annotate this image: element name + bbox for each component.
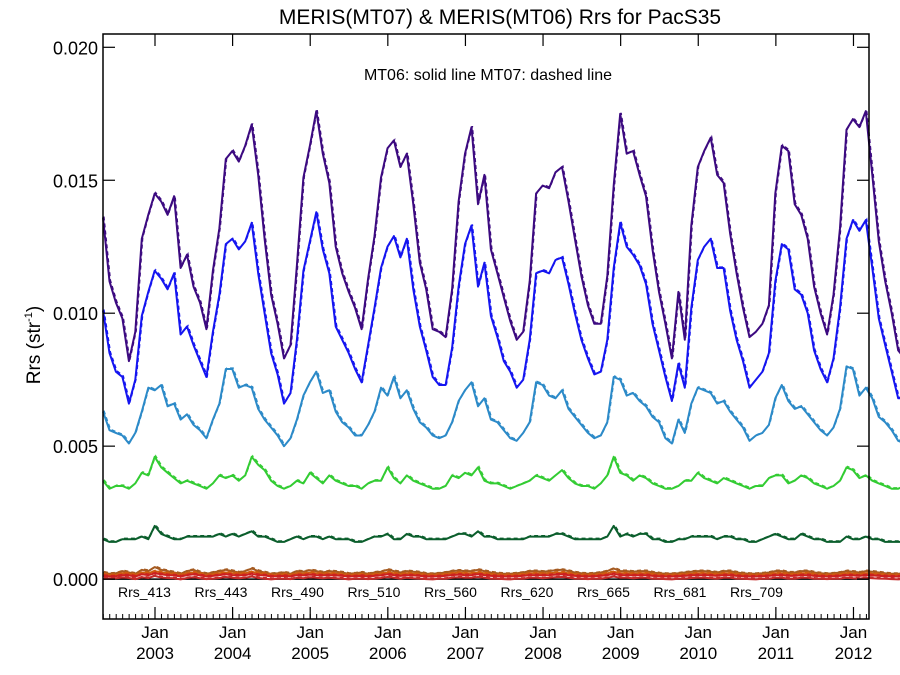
x-tick-month-label: Jan — [529, 623, 556, 642]
series-line-rrs-510 — [102, 455, 900, 490]
y-axis-label-sup: -1 — [23, 312, 35, 322]
x-tick-year-label: 2006 — [369, 644, 407, 663]
y-axis-label: Rrs (str-1) — [23, 306, 45, 384]
plot-frame — [102, 33, 870, 620]
x-tick-month-label: Jan — [607, 623, 634, 642]
y-tick-label: 0.000 — [53, 570, 98, 590]
series-dashed-line-rrs-665 — [103, 569, 900, 575]
x-tick-month-label: Jan — [452, 623, 479, 642]
y-tick-label: 0.015 — [53, 171, 98, 191]
x-tick-year-label: 2003 — [136, 644, 174, 663]
series-label-rrs-510: Rrs_510 — [348, 584, 401, 600]
x-tick-month-label: Jan — [297, 623, 324, 642]
series-line-rrs-665 — [102, 570, 900, 577]
series-line-rrs-709 — [102, 574, 900, 581]
series-label-rrs-709: Rrs_709 — [730, 584, 783, 600]
series-label-rrs-490: Rrs_490 — [271, 584, 324, 600]
y-tick-label: 0.020 — [53, 38, 98, 58]
series-dashed-line-rrs-681 — [103, 571, 900, 577]
x-tick-month-label: Jan — [685, 623, 712, 642]
x-tick-year-label: 2005 — [291, 644, 329, 663]
x-tick-year-label: 2012 — [835, 644, 873, 663]
x-tick-month-label: Jan — [374, 623, 401, 642]
series-label-rrs-443: Rrs_443 — [195, 584, 248, 600]
x-tick-month-label: Jan — [762, 623, 789, 642]
series-label-rrs-665: Rrs_665 — [577, 584, 630, 600]
x-tick-year-label: 2004 — [214, 644, 252, 663]
x-tick-year-label: 2008 — [524, 644, 562, 663]
line-style-annotation: MT06: solid line MT07: dashed line — [364, 67, 612, 84]
x-tick-year-label: 2007 — [447, 644, 485, 663]
series-line-rrs-490 — [102, 365, 900, 448]
series-label-rrs-620: Rrs_620 — [501, 584, 554, 600]
series-label-rrs-413: Rrs_413 — [118, 584, 171, 600]
series-dashed-line-rrs-709 — [103, 574, 900, 580]
x-tick-month-label: Jan — [141, 623, 168, 642]
x-tick-year-label: 2009 — [602, 644, 640, 663]
series-line-rrs-620 — [102, 566, 900, 575]
y-tick-label: 0.010 — [53, 304, 98, 324]
series-label-rrs-681: Rrs_681 — [654, 584, 707, 600]
x-tick-year-label: 2011 — [758, 644, 795, 663]
series-dashed-line-rrs-490 — [103, 364, 900, 447]
series-dashed-line-rrs-510 — [103, 454, 900, 489]
series-dashed-line-rrs-413 — [103, 109, 900, 361]
series-line-rrs-681 — [102, 572, 900, 578]
series-label-rrs-560: Rrs_560 — [424, 584, 477, 600]
x-tick-year-label: 2010 — [679, 644, 717, 663]
y-axis-label-main: Rrs (str — [24, 321, 45, 384]
y-axis-label-close: ) — [24, 306, 45, 312]
series-dashed-line-rrs-560 — [103, 523, 900, 542]
series-dashed-line-rrs-620 — [103, 565, 900, 574]
series-line-rrs-413 — [102, 110, 900, 363]
series-dashed-line-rrs-443 — [103, 211, 900, 405]
x-tick-month-label: Jan — [219, 623, 246, 642]
series-line-rrs-443 — [102, 211, 900, 405]
plot-area: 0.000 0.005 0.010 0.015 0.020 Jan 2003 Jan 2004 J… — [53, 33, 900, 663]
chart-title: MERIS(MT07) & MERIS(MT06) Rrs for PacS35 — [279, 6, 721, 29]
y-tick-label: 0.005 — [53, 437, 98, 457]
x-tick-month-label: Jan — [840, 623, 867, 642]
